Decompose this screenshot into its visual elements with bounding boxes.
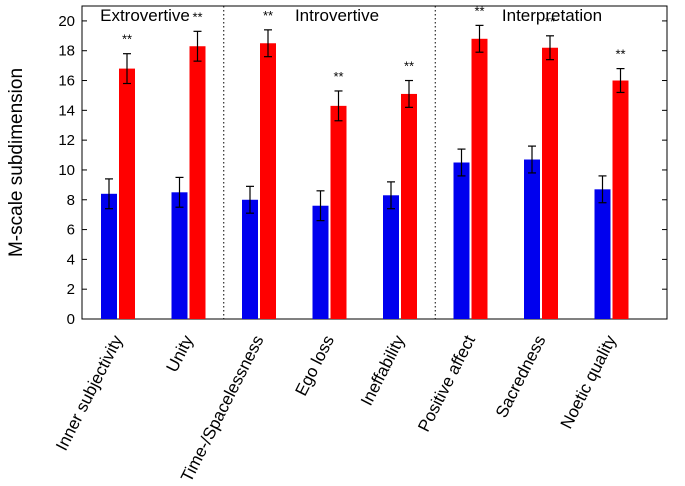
bar-series-2 xyxy=(401,93,417,319)
significance-marker: ** xyxy=(615,47,625,62)
bar-series-2 xyxy=(542,47,558,319)
y-tick-label: 8 xyxy=(67,192,75,209)
bar-series-1 xyxy=(242,199,258,319)
bar-series-2 xyxy=(612,80,629,320)
y-tick-label: 20 xyxy=(58,13,75,30)
significance-marker: ** xyxy=(545,14,555,29)
bars xyxy=(101,38,629,320)
x-tick-label: Ineffability xyxy=(357,332,409,409)
significance-marker: ** xyxy=(474,3,484,18)
x-tick-label: Ego loss xyxy=(292,332,339,399)
x-tick-label: Sacredness xyxy=(492,332,550,421)
bar-series-1 xyxy=(312,205,329,319)
bar-series-1 xyxy=(171,192,188,319)
y-tick-label: 2 xyxy=(67,281,75,298)
bar-series-1 xyxy=(453,162,470,319)
x-tick-label: Unity xyxy=(163,332,198,376)
y-tick-label: 12 xyxy=(58,132,75,149)
y-tick-label: 6 xyxy=(67,222,75,239)
group-label: Extrovertive xyxy=(100,6,190,25)
y-tick-label: 10 xyxy=(58,162,75,179)
bar-series-1 xyxy=(524,159,540,319)
y-axis-label: M-scale subdimension xyxy=(6,68,27,257)
bar-series-2 xyxy=(260,43,276,320)
significance-marker: ** xyxy=(404,59,414,74)
bar-series-1 xyxy=(101,193,117,319)
y-tick-label: 16 xyxy=(58,73,75,90)
y-tick-label: 4 xyxy=(67,251,75,268)
significance-marker: ** xyxy=(263,8,273,23)
bar-series-1 xyxy=(594,189,611,319)
y-tick-label: 18 xyxy=(58,43,75,60)
bar-series-2 xyxy=(119,68,135,319)
plot-frame xyxy=(81,5,668,320)
bar-series-2 xyxy=(189,46,206,319)
x-tick-label: Positive affect xyxy=(414,332,479,435)
significance-marker: ** xyxy=(122,32,132,47)
bar-series-2 xyxy=(471,38,488,320)
error-bars xyxy=(105,24,625,222)
axes xyxy=(81,5,668,320)
group-label: Interpretation xyxy=(502,6,602,25)
x-tick-label: Time-/Spacelessness xyxy=(177,332,267,481)
group-label: Introvertive xyxy=(295,6,379,25)
x-tick-label: Inner subjectivity xyxy=(52,332,127,454)
significance-marker: ** xyxy=(192,9,202,24)
bar-series-1 xyxy=(383,195,399,319)
significance-marker: ** xyxy=(333,69,343,84)
bar-series-2 xyxy=(330,105,347,319)
x-tick-label: Noetic quality xyxy=(557,332,620,432)
y-tick-label: 0 xyxy=(67,311,75,328)
y-tick-label: 14 xyxy=(58,102,75,119)
